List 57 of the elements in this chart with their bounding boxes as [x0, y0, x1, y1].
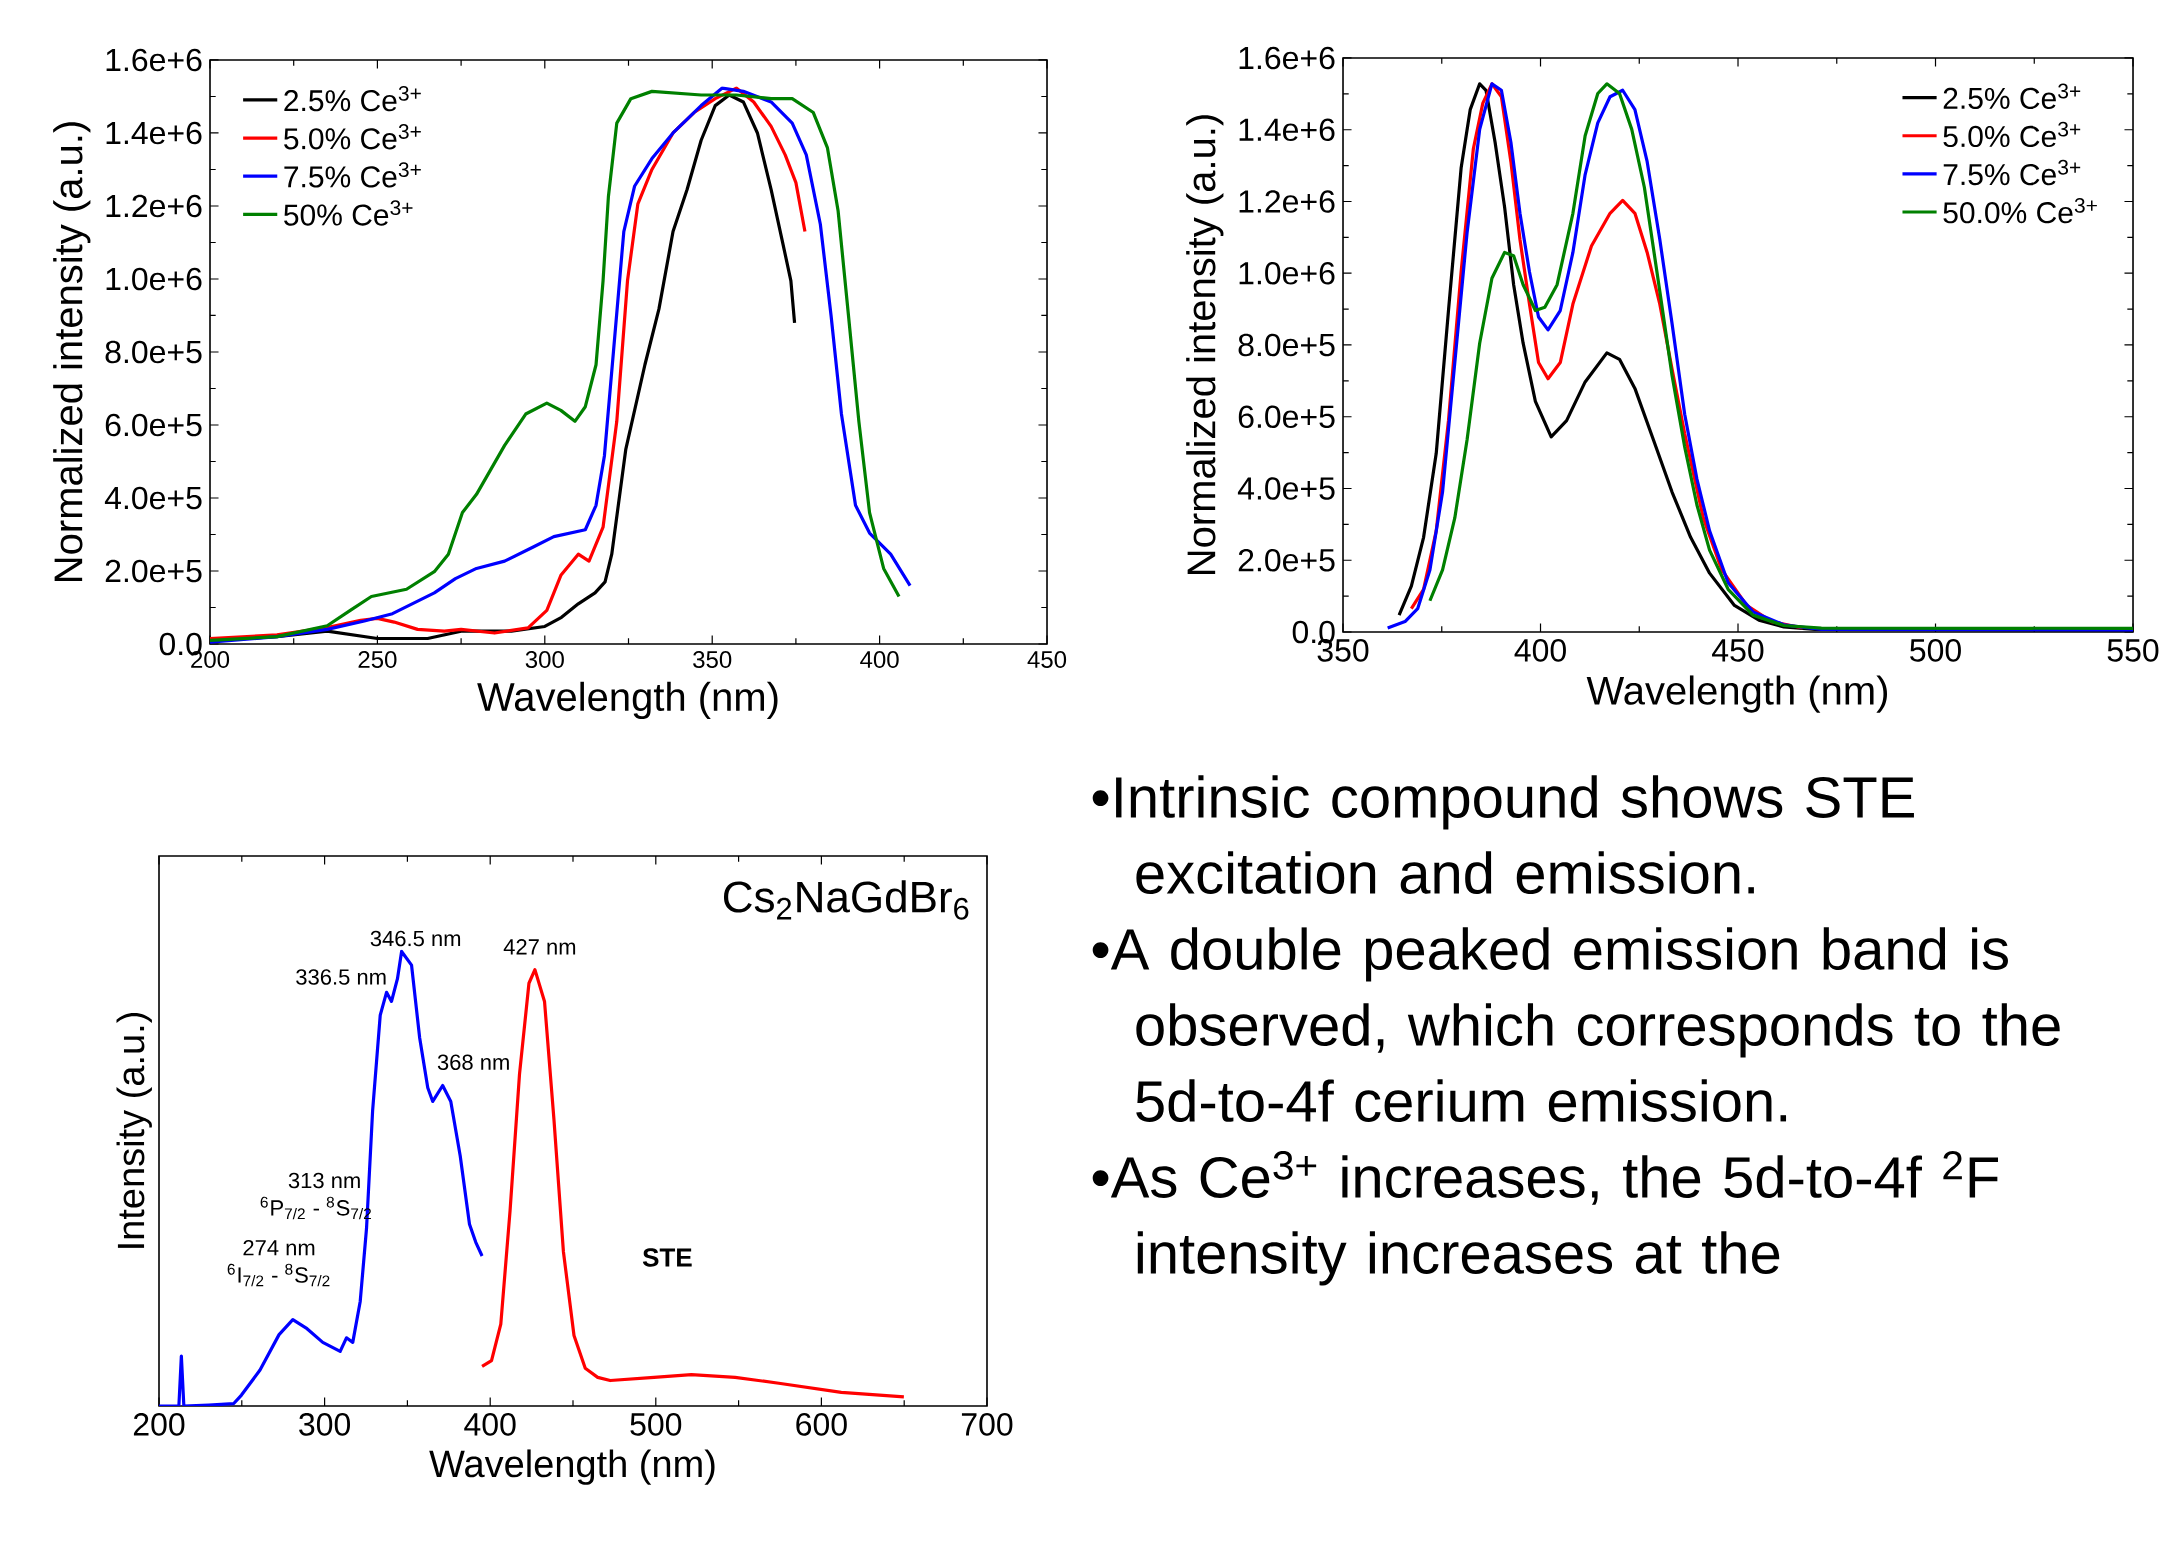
legend-label: 50% Ce$^{3+}$ [284, 200, 413, 226]
legend-label: 2.5% Ce$^{3+}$ [284, 85, 421, 112]
y-tick-label: 1.0e+6 [1239, 261, 1335, 285]
annotation: 368 nm [437, 1054, 509, 1071]
x-axis-title: Wavelength (nm) [429, 1449, 715, 1485]
x-tick-label: 400 [464, 1413, 516, 1436]
text: 346.5 nm [370, 930, 461, 947]
x-tick-label: 550 [2107, 639, 2159, 662]
y-tick-label: 1.2e+6 [1239, 190, 1335, 213]
x-tick-label: 350 [693, 651, 732, 669]
legend-label: 5.0% Ce$^{3+}$ [1943, 121, 2081, 148]
y-tick-label: 8.0e+5 [1238, 333, 1335, 357]
y-tick-label: 1.6e+6 [106, 48, 202, 72]
y-tick-label: 1.2e+6 [106, 194, 202, 218]
y-tick-label: 1.0e+6 [106, 267, 202, 291]
y-tick-label: 2.0e+5 [1238, 548, 1335, 572]
legend-label: 7.5% Ce$^{3+}$ [284, 162, 421, 188]
annotation: 336.5 nm [296, 969, 386, 985]
annotation: 427 nm [503, 939, 576, 955]
x-tick-label: 300 [525, 651, 564, 669]
text: •A double peaked emission band is observed, which corresponds to the 5d-to-4f cerium emission. [1092, 927, 2060, 1122]
x-axis-title: Wavelength (nm) [477, 681, 778, 720]
x-tick-label: 500 [630, 1413, 682, 1436]
x-tick-label: 450 [1712, 639, 1764, 662]
text: Cs$_{2}$NaGdBr$_{6}$ [723, 880, 969, 920]
y-axis-title: Normalized intensity (a.u.) [1186, 115, 1224, 574]
x-tick-label: 250 [358, 651, 397, 669]
y-axis-title: Normalized intensity (a.u.) [53, 122, 91, 581]
text: •As Ce$^{3+}$ increases, the 5d-to-4f $^{2}$F intensity increases at the [1092, 1150, 1999, 1286]
x-tick-label: 700 [961, 1413, 1013, 1436]
annotation: 274 nm [243, 1239, 315, 1256]
y-tick-label: 6.0e+5 [1238, 405, 1335, 429]
x-tick-label: 450 [1027, 651, 1067, 669]
y-axis-title: Intensity (a.u.) [116, 1013, 152, 1248]
x-tick-label: 600 [796, 1413, 847, 1436]
legend-label: 2.5% Ce$^{3+}$ [1943, 83, 2081, 109]
annotation: 313 nm [288, 1172, 360, 1189]
x-tick-label: 300 [299, 1413, 351, 1436]
annotation: STE [642, 1248, 692, 1267]
y-tick-label: 1.4e+6 [106, 121, 202, 145]
legend-label: 5.0% Ce$^{3+}$ [284, 124, 421, 150]
x-tick-label: 500 [1910, 639, 1961, 662]
y-tick-label: 1.6e+6 [1239, 46, 1335, 70]
y-tick-label: 1.4e+6 [1239, 118, 1335, 142]
y-tick-label: 8.0e+5 [105, 340, 202, 364]
y-tick-label: 4.0e+5 [1237, 477, 1335, 500]
annotation: $^{6}$I$_{7/2}$ - $^{8}$S$_{7/2}$ [227, 1263, 330, 1287]
x-tick-label: 400 [860, 651, 899, 669]
legend-label: 50.0% Ce$^{3+}$ [1943, 197, 2097, 224]
text: •Intrinsic compound shows STE excitation and emission. [1092, 775, 1914, 894]
y-tick-label: 6.0e+5 [105, 413, 202, 437]
x-tick-label: 200 [133, 1413, 185, 1436]
x-axis-title: Wavelength (nm) [1586, 675, 1888, 713]
y-tick-label: 4.0e+5 [104, 486, 202, 510]
x-tick-label: 400 [1514, 639, 1566, 662]
legend-label: 7.5% Ce$^{3+}$ [1943, 159, 2081, 186]
y-tick-label: 2.0e+5 [105, 559, 202, 583]
